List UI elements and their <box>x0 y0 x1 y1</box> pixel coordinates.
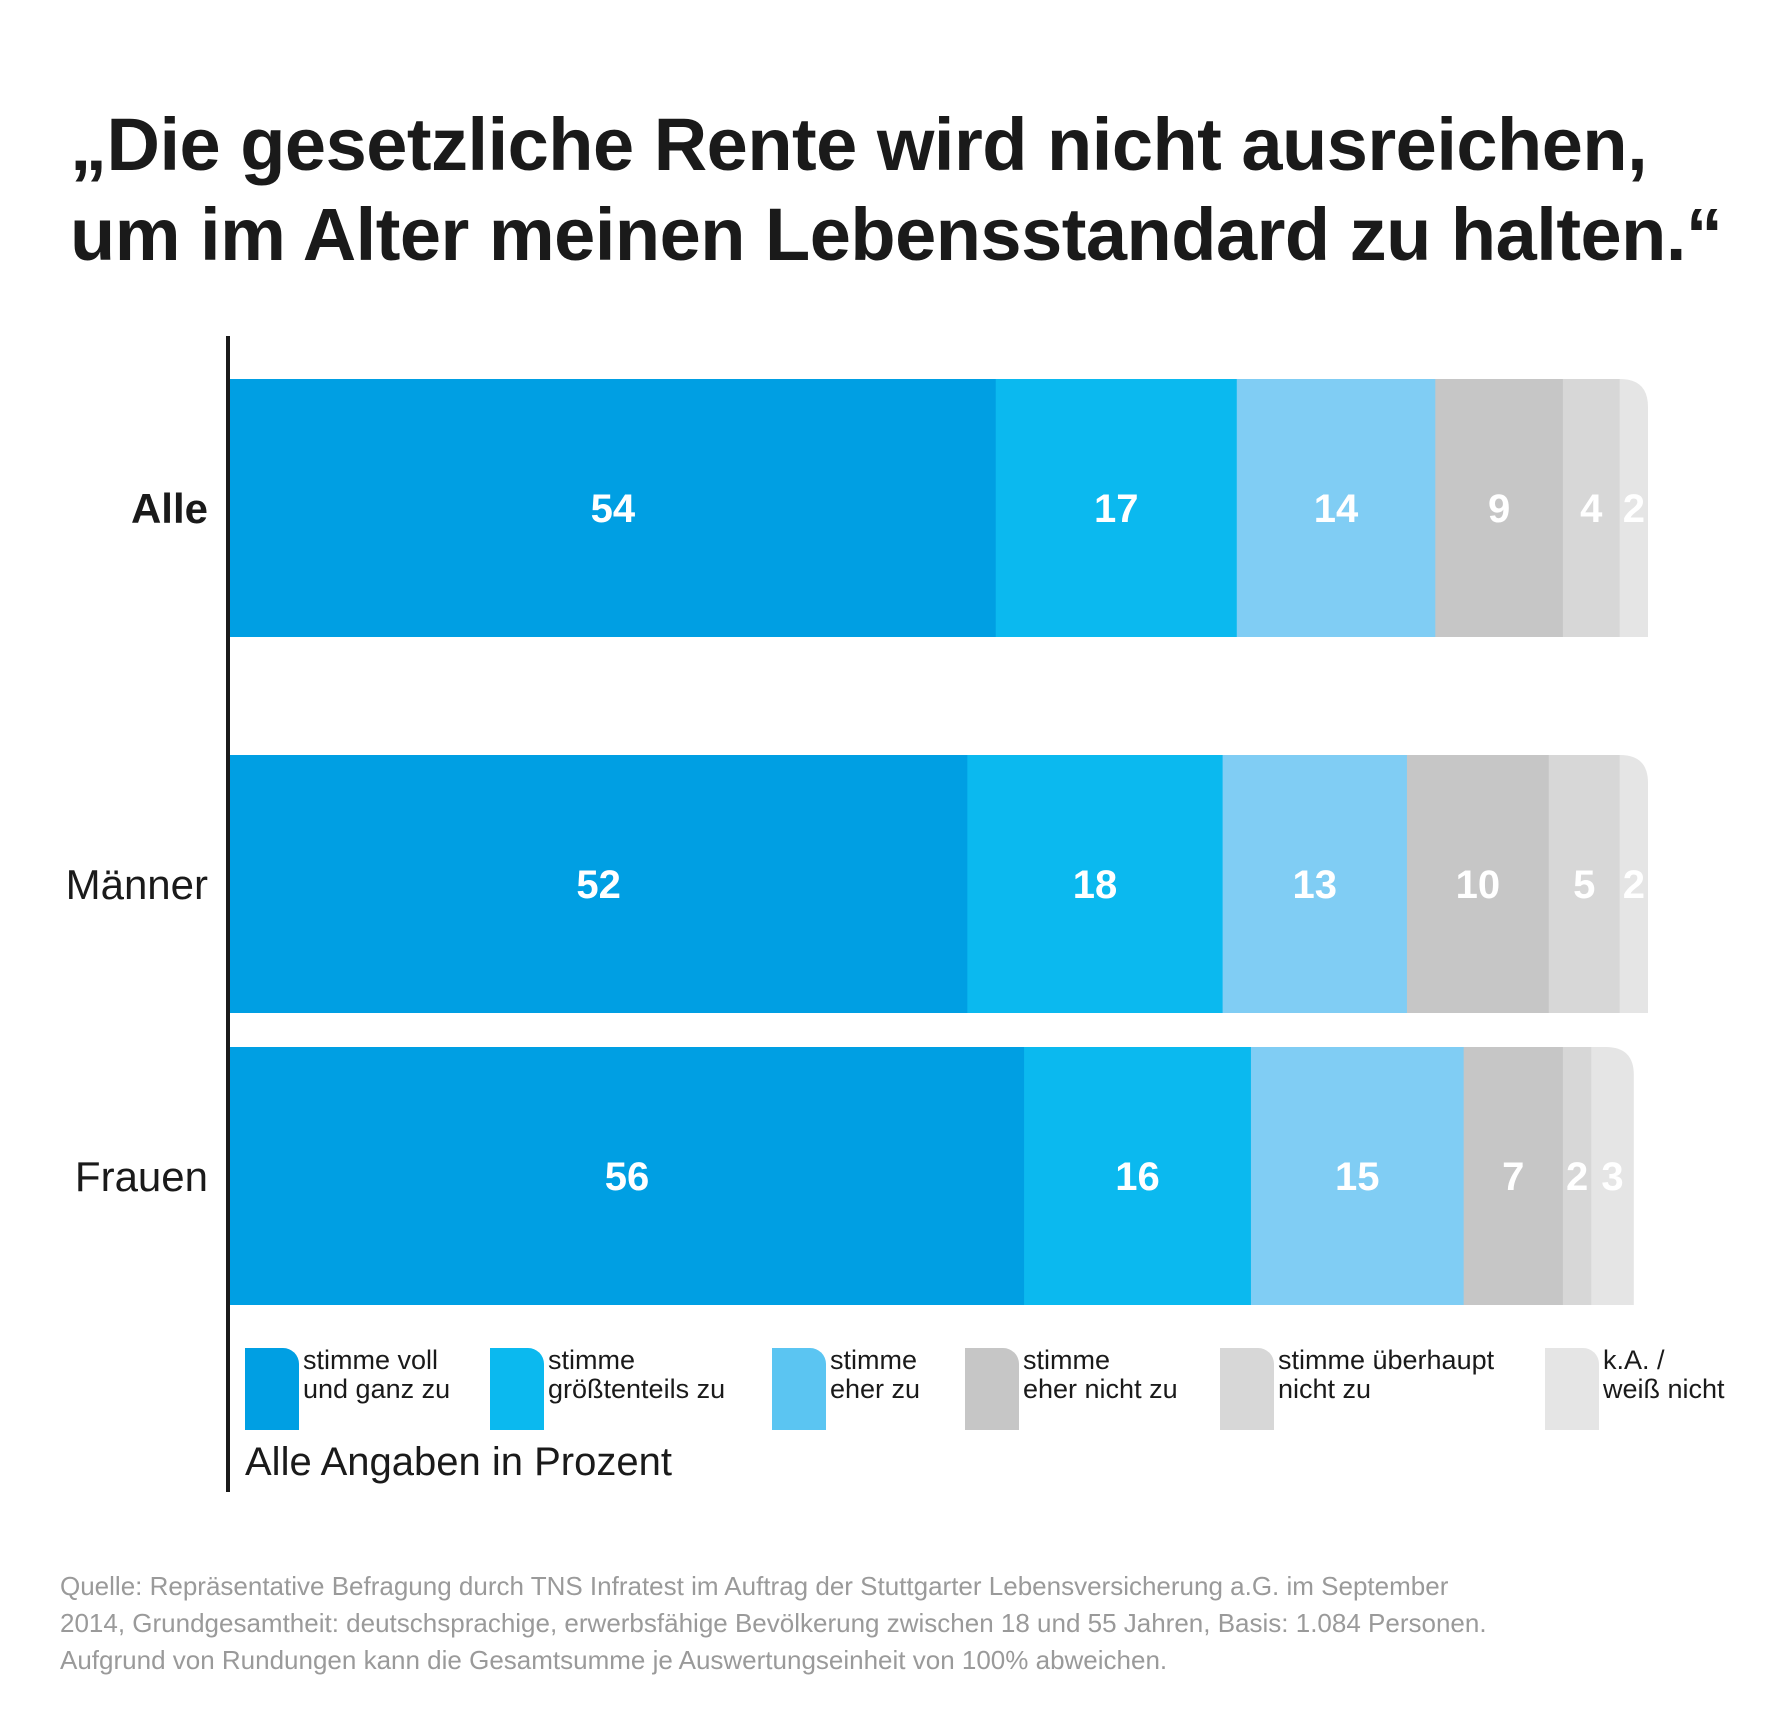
category-label: Frauen <box>75 1153 208 1200</box>
legend-label-line: eher zu <box>830 1374 921 1404</box>
bar-value-label: 56 <box>605 1155 650 1199</box>
source-note: Quelle: Repräsentative Befragung durch T… <box>60 1568 1740 1679</box>
source-line-3: Aufgrund von Rundungen kann die Gesamtsu… <box>60 1645 1168 1675</box>
legend-label-line: und ganz zu <box>303 1374 451 1404</box>
chart-title: „Die gesetzliche Rente wird nicht ausrei… <box>70 100 1730 280</box>
bar-value-label: 52 <box>576 863 621 907</box>
legend-swatch <box>245 1348 299 1430</box>
legend-label: stimme größtenteils zu <box>548 1346 725 1404</box>
bar-value-label: 10 <box>1456 863 1501 907</box>
bar-segment <box>1463 1047 1564 1305</box>
legend-label-line: größtenteils zu <box>548 1374 726 1404</box>
bar-segment <box>1024 1047 1252 1305</box>
bar-segment <box>1562 379 1621 637</box>
bar-segment <box>230 755 968 1013</box>
bar-value-label: 2 <box>1623 487 1645 531</box>
category-label: Alle <box>131 485 208 532</box>
bar-value-label: 9 <box>1488 487 1510 531</box>
bar-segment <box>1591 1047 1634 1305</box>
source-line-1: Quelle: Repräsentative Befragung durch T… <box>60 1571 1449 1601</box>
bar-segment <box>1406 755 1550 1013</box>
bar-segment <box>1435 379 1564 637</box>
bar-value-label: 2 <box>1623 863 1645 907</box>
legend-label: k.A. / weiß nicht <box>1603 1346 1725 1404</box>
legend-label-line: stimme voll <box>303 1345 439 1375</box>
bar-value-label: 13 <box>1293 863 1338 907</box>
legend-swatch <box>772 1348 826 1430</box>
bar-segment <box>1222 755 1408 1013</box>
bar-value-label: 17 <box>1094 487 1139 531</box>
legend-label-line: stimme <box>1023 1345 1110 1375</box>
legend-label: stimme eher zu <box>830 1346 920 1404</box>
unit-note: Alle Angaben in Prozent <box>245 1440 672 1484</box>
bar-segment <box>967 755 1224 1013</box>
bar-segment <box>995 379 1238 637</box>
bar-value-label: 7 <box>1502 1155 1524 1199</box>
legend-label-line: weiß nicht <box>1603 1374 1725 1404</box>
bar-segment <box>230 379 997 637</box>
legend-swatch <box>490 1348 544 1430</box>
legend-label-line: stimme überhaupt <box>1278 1345 1495 1375</box>
legend-label-line: eher nicht zu <box>1023 1374 1178 1404</box>
legend-label-line: stimme <box>548 1345 635 1375</box>
legend-swatch <box>965 1348 1019 1430</box>
title-line-2: um im Alter meinen Lebensstandard zu hal… <box>70 193 1723 276</box>
bar-segment <box>1619 379 1648 637</box>
legend-swatch <box>1545 1348 1599 1430</box>
bar-segment <box>1548 755 1621 1013</box>
category-label: Männer <box>66 861 208 908</box>
source-line-2: 2014, Grundgesamtheit: deutschsprachige,… <box>60 1608 1487 1638</box>
bar-segment <box>230 1047 1025 1305</box>
legend-label: stimme voll und ganz zu <box>303 1346 450 1404</box>
bar-value-label: 15 <box>1335 1155 1380 1199</box>
bar-segment <box>1250 1047 1465 1305</box>
legend-label: stimme überhaupt nicht zu <box>1278 1346 1494 1404</box>
legend-label-line: nicht zu <box>1278 1374 1372 1404</box>
legend-swatch <box>1220 1348 1274 1430</box>
bar-value-label: 4 <box>1580 487 1603 531</box>
legend-label-line: k.A. / <box>1603 1345 1665 1375</box>
bar-value-label: 54 <box>591 487 636 531</box>
bar-value-label: 2 <box>1566 1155 1588 1199</box>
bar-segment <box>1236 379 1436 637</box>
bar-value-label: 3 <box>1601 1155 1623 1199</box>
bar-value-label: 14 <box>1314 487 1359 531</box>
legend-label-line: stimme <box>830 1345 917 1375</box>
bar-value-label: 5 <box>1573 863 1595 907</box>
bar-value-label: 18 <box>1073 863 1118 907</box>
bar-value-label: 16 <box>1115 1155 1160 1199</box>
bar-segment <box>1619 755 1648 1013</box>
bar-segment <box>1562 1047 1592 1305</box>
title-line-1: „Die gesetzliche Rente wird nicht ausrei… <box>70 103 1648 186</box>
legend-label: stimme eher nicht zu <box>1023 1346 1178 1404</box>
